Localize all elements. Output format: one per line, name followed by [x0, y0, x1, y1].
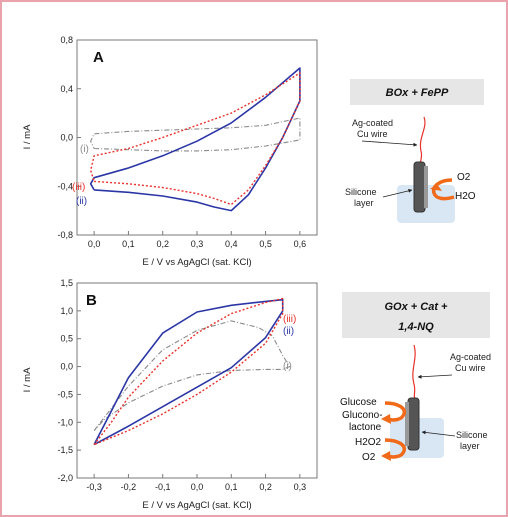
panel-a-y-tick-label: 0,8 [60, 35, 73, 45]
scheme-b-reaction-arrowhead-2 [381, 451, 391, 461]
scheme-a-reactant: O2 [457, 172, 471, 183]
scheme-a-product: H2O [455, 191, 476, 202]
panel-a-series-3-line [90, 72, 301, 206]
panel-b-series-2-line [93, 298, 284, 446]
scheme-b-layer-label-2: layer [460, 441, 480, 451]
panel-a-x-tick-label: 0,6 [294, 239, 307, 249]
panel-a-x-tick-label: 0,4 [225, 239, 238, 249]
scheme-b-product-1b: lactone [349, 422, 382, 433]
panel-a-label: A [93, 49, 104, 66]
panel-a-label-i: (i) [80, 144, 89, 155]
panel-b-x-tick-label: -0,3 [86, 482, 102, 492]
scheme-a-reaction-arrowhead [430, 184, 442, 191]
scheme-b-wire [412, 344, 416, 401]
panel-b-series [93, 297, 291, 446]
panel-b-y-tick-label: -1,0 [57, 417, 73, 427]
scheme-a: BOx + FePP Ag-coated Cu wire Silicone la… [345, 79, 484, 223]
panel-a-y-ticks: -0,8 -0,4 0,0 0,4 0,8 [57, 35, 81, 240]
panel-b-y-tick-label: -1,5 [57, 445, 73, 455]
panel-a-x-tick-label: 0,0 [88, 239, 101, 249]
panel-b-y-tick-label: 1,0 [60, 306, 73, 316]
panel-a-x-tick-label: 0,1 [122, 239, 135, 249]
panel-a-x-ticks: 0,0 0,1 0,2 0,3 0,4 0,5 0,6 [88, 231, 306, 249]
scheme-b-title-line-2: 1,4-NQ [398, 321, 434, 333]
scheme-b-reaction-arrowhead-1 [381, 414, 391, 424]
panel-a-y-tick-label: -0,4 [57, 181, 73, 191]
panel-b-x-ticks: -0,3 -0,2 -0,1 0,0 0,1 0,2 0,3 [86, 474, 306, 492]
panel-b-x-tick-label: 0,0 [191, 482, 204, 492]
scheme-a-wire-label-2: Cu wire [357, 129, 388, 139]
scheme-b-wire-label-2: Cu wire [455, 363, 486, 373]
scheme-a-title-box [350, 79, 484, 105]
scheme-b-wire-label-1: Ag-coated [450, 352, 491, 362]
panel-b-y-tick-label: 1,5 [60, 278, 73, 288]
scheme-b-product-2: O2 [362, 452, 376, 463]
panel-b-x-tick-label: 0,3 [294, 482, 307, 492]
scheme-b-reactant-1: Glucose [340, 397, 377, 408]
panel-b-label-ii: (ii) [283, 326, 294, 337]
panel-b-x-tick-label: 0,1 [225, 482, 238, 492]
panel-b-x-tick-label: 0,2 [259, 482, 272, 492]
panel-a-y-tick-label: -0,8 [57, 230, 73, 240]
scheme-a-title: BOx + FePP [386, 87, 449, 99]
scheme-b-reactant-2: H2O2 [355, 437, 382, 448]
scheme-b-layer-label-1: Silicone [456, 430, 488, 440]
scheme-b-title-box [342, 292, 490, 338]
panel-a-xlabel: E / V vs AgAgCl (sat. KCl) [142, 257, 251, 268]
panel-b-label-i: (i) [283, 361, 292, 372]
panel-a-chart: 0,0 0,1 0,2 0,3 0,4 0,5 0,6 -0,8-0,40,00,40,8 … [22, 35, 318, 268]
panel-b-y-tick-label: 0,5 [60, 334, 73, 344]
panel-b-label: B [86, 292, 97, 309]
panel-b-series-3-line [93, 297, 284, 446]
scheme-b-electrode-face [405, 402, 409, 446]
scheme-b: GOx + Cat + 1,4-NQ Ag-coated Cu wire Sil… [340, 292, 491, 463]
scheme-b-reaction-arrow-1 [384, 401, 407, 422]
panel-a-ylabel: I / mA [22, 124, 33, 149]
scheme-b-reaction-arrow-2 [384, 438, 407, 459]
panel-a-x-tick-label: 0,3 [191, 239, 204, 249]
panel-b-y-tick-label: -0,5 [57, 389, 73, 399]
panel-b-chart: -0,3 -0,2 -0,1 0,0 0,1 0,2 0,3 -2,0 -1,5 -1,0 -0,… [22, 278, 318, 511]
panel-b-y-tick-label: 0,0 [60, 362, 73, 372]
panel-a-x-tick-label: 0,2 [156, 239, 169, 249]
scheme-a-electrode-face [424, 166, 428, 208]
panel-a-x-tick-label: 0,5 [259, 239, 272, 249]
panel-b-x-tick-label: -0,1 [155, 482, 171, 492]
panel-b-ylabel: I / mA [22, 367, 33, 392]
scheme-a-wire-label-1: Ag-coated [352, 118, 393, 128]
scheme-a-layer-label-1: Silicone [345, 187, 377, 197]
scheme-a-layer-label-2: layer [354, 198, 374, 208]
scheme-a-reaction-arrow [431, 178, 455, 201]
panel-b-y-ticks: -2,0 -1,5 -1,0 -0,5 0,0 0,5 1,0 1,5 [57, 278, 81, 483]
panel-a-y-tick-label: 0,4 [60, 84, 73, 94]
panel-a-label-iii: (iii) [72, 182, 85, 193]
scheme-b-electrode [407, 397, 420, 451]
panel-a-y-tick-label: 0,0 [60, 133, 73, 143]
scheme-b-title-line-1: GOx + Cat + [385, 301, 449, 313]
panel-b-series-1-line [93, 320, 291, 431]
scheme-a-layer-pointer [382, 188, 413, 198]
panel-b-x-tick-label: -0,2 [121, 482, 137, 492]
panel-a-series [89, 67, 301, 212]
panel-b-y-tick-label: -2,0 [57, 473, 73, 483]
scheme-a-electrode [413, 161, 426, 213]
panel-b-xlabel: E / V vs AgAgCl (sat. KCl) [142, 500, 251, 511]
panel-b-label-iii: (iii) [283, 314, 296, 325]
scheme-b-layer-pointer [421, 430, 456, 437]
panel-a-label-ii: (ii) [76, 196, 87, 207]
scheme-a-wire-pointer [361, 140, 418, 147]
scheme-b-product-1a: Glucono- [342, 410, 383, 421]
scheme-b-wire-pointer [417, 374, 453, 379]
